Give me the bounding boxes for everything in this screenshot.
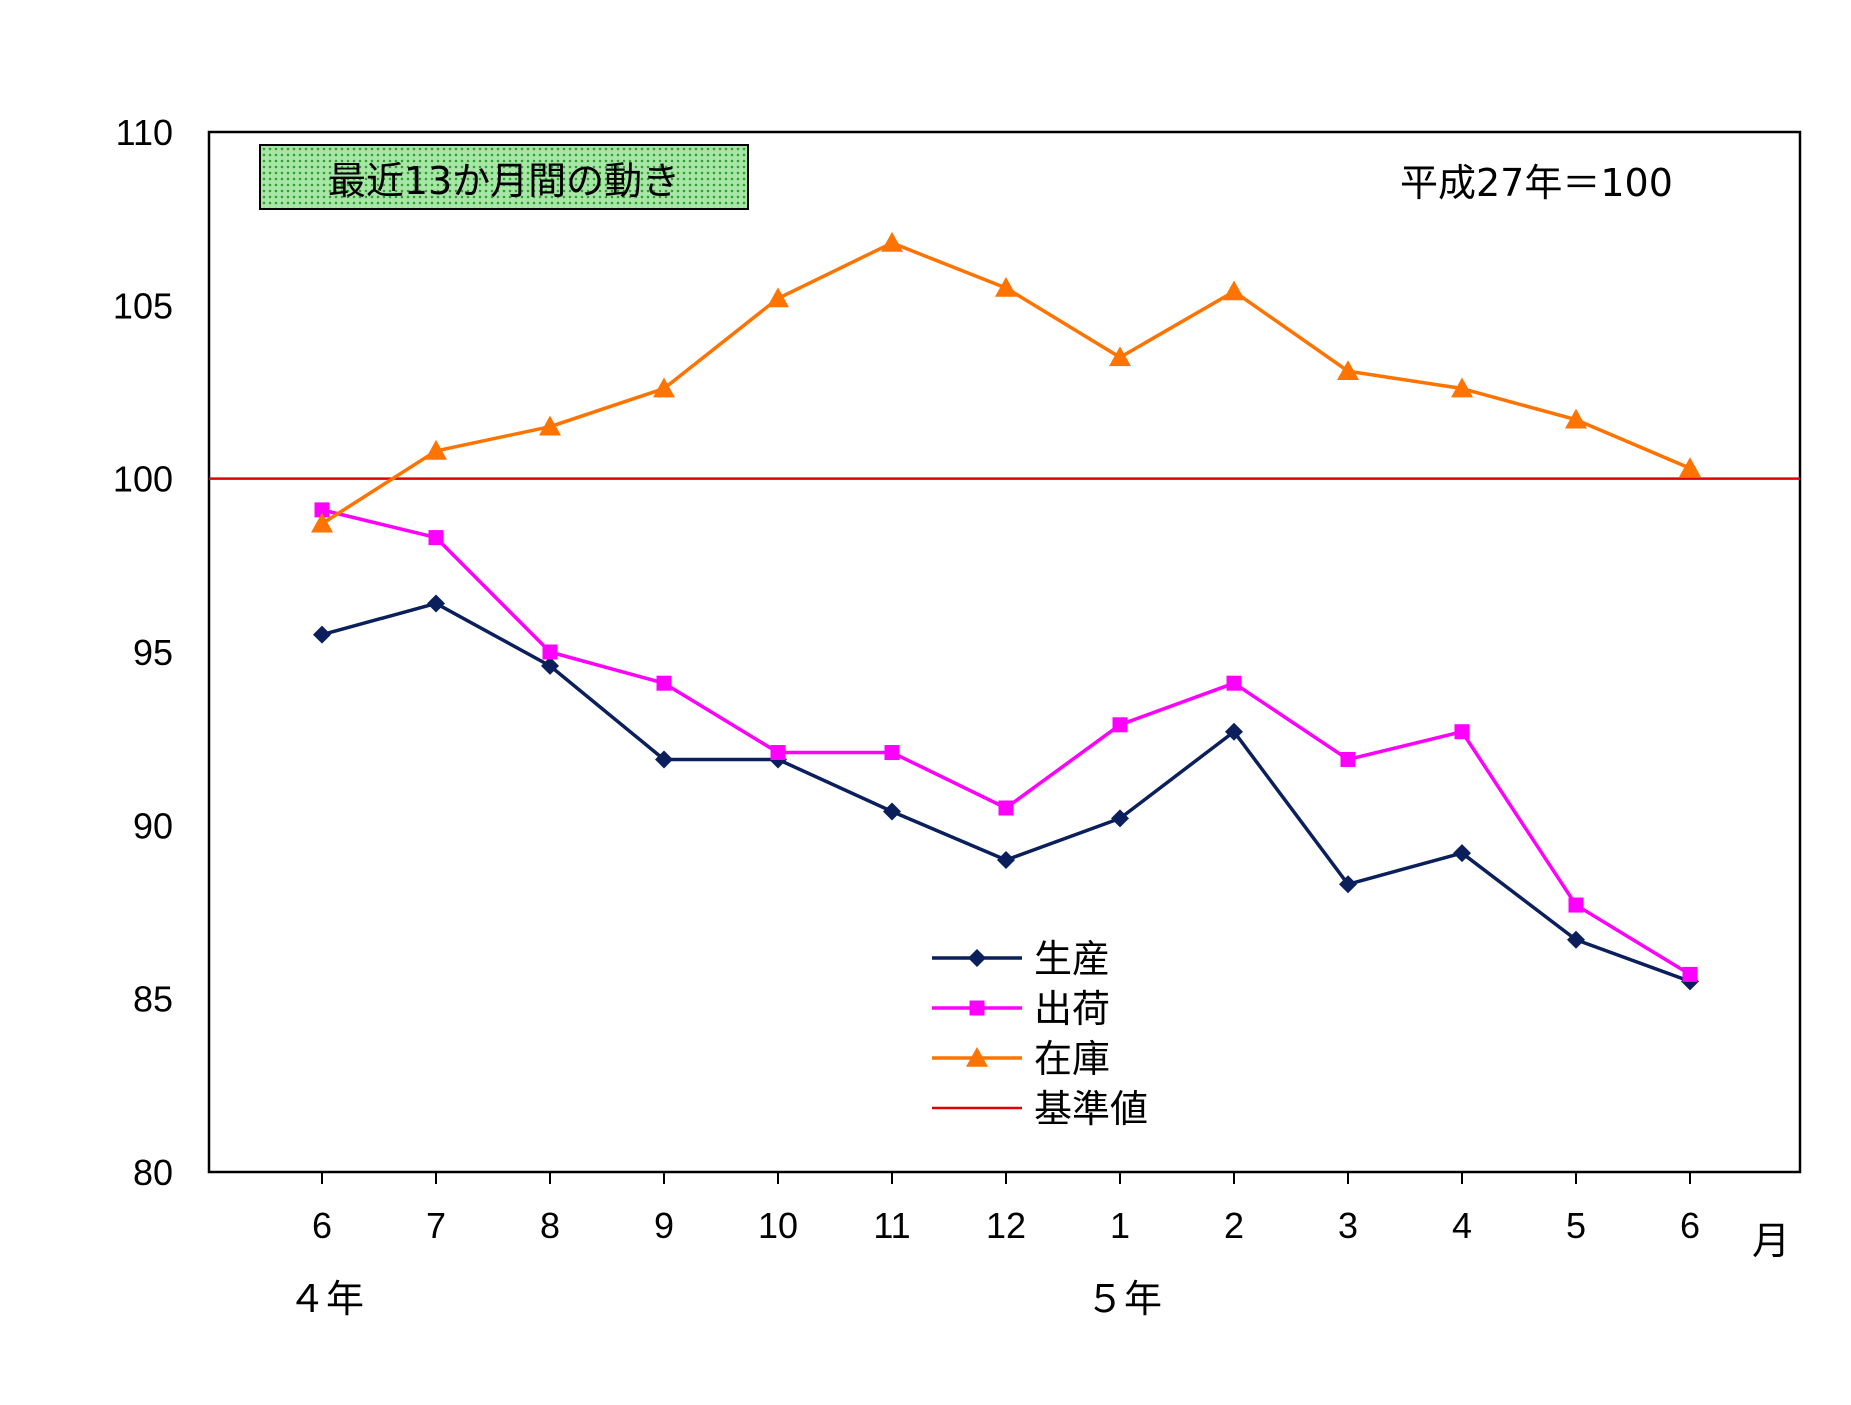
y-tick-label: 110: [116, 112, 173, 153]
y-tick-label: 95: [133, 632, 173, 673]
data-point-series-2: [1682, 966, 1698, 982]
data-point-series-3: [311, 512, 333, 533]
data-point-series-3: [1679, 457, 1701, 478]
x-tick-label: 12: [986, 1205, 1026, 1246]
data-point-series-1: [997, 851, 1015, 869]
data-point-series-2: [428, 530, 444, 546]
data-point-series-1: [1111, 809, 1129, 828]
data-point-series-3: [539, 415, 561, 436]
data-point-series-2: [656, 675, 672, 691]
x-tick-label: 5: [1566, 1205, 1586, 1246]
data-point-series-3: [1565, 408, 1587, 429]
x-tick-label: 7: [426, 1205, 446, 1246]
data-point-series-1: [1339, 875, 1357, 894]
y-tick-label: 100: [113, 459, 173, 500]
legend-marker: [966, 1047, 988, 1067]
data-point-series-3: [995, 277, 1017, 297]
legend-label: 出荷: [1034, 987, 1110, 1031]
chart-title-box: 最近13か月間の動き: [259, 144, 749, 210]
x-tick-label: 4: [1452, 1205, 1472, 1246]
y-tick-label: 90: [133, 805, 173, 846]
data-point-series-1: [1453, 844, 1471, 863]
data-point-series-3: [1223, 280, 1245, 301]
data-point-series-1: [883, 802, 901, 821]
base-year-note: 平成27年＝100: [1400, 161, 1673, 205]
x-axis-unit: 月: [1752, 1219, 1791, 1263]
legend-label: 生産: [1034, 937, 1110, 981]
series-line-1: [321, 601, 1691, 983]
legend-marker: [968, 949, 986, 967]
x-tick-label: 10: [758, 1205, 798, 1246]
x-tick-label: 6: [312, 1205, 332, 1246]
data-point-series-2: [998, 800, 1014, 816]
series-line-2: [321, 508, 1691, 976]
x-tick-label: 3: [1338, 1205, 1358, 1246]
x-tick-label: 2: [1224, 1205, 1244, 1246]
y-tick-label: 105: [113, 285, 173, 326]
data-point-series-1: [1567, 930, 1585, 949]
data-point-series-2: [1226, 675, 1242, 691]
data-point-series-2: [884, 745, 900, 761]
data-point-series-3: [881, 231, 903, 252]
x-tick-label: 8: [540, 1205, 560, 1246]
data-point-series-2: [1340, 751, 1356, 767]
data-point-series-2: [542, 644, 558, 660]
data-point-series-3: [767, 287, 789, 308]
data-point-series-3: [1109, 346, 1131, 367]
data-point-series-2: [314, 502, 330, 518]
x-tick-label: 9: [654, 1205, 674, 1246]
data-point-series-2: [1454, 724, 1470, 740]
legend-label: 在庫: [1034, 1037, 1110, 1081]
data-point-series-1: [655, 750, 673, 769]
year-label-5: ５年: [1086, 1277, 1163, 1321]
data-point-series-3: [425, 439, 447, 460]
data-point-series-3: [653, 377, 675, 398]
data-point-series-1: [1225, 722, 1243, 741]
data-point-series-1: [541, 656, 559, 675]
legend-label: 基準値: [1034, 1087, 1148, 1131]
legend-marker: [969, 1000, 985, 1016]
y-tick-label: 85: [133, 979, 173, 1020]
x-tick-label: 11: [873, 1205, 910, 1246]
x-tick-label: 1: [1110, 1205, 1130, 1246]
y-tick-label: 80: [133, 1152, 173, 1193]
data-point-series-1: [313, 625, 331, 644]
data-point-series-1: [427, 594, 445, 613]
data-point-series-2: [1568, 897, 1584, 913]
x-tick-label: 6: [1680, 1205, 1700, 1246]
data-point-series-2: [1112, 717, 1128, 733]
year-label-4: ４年: [288, 1277, 365, 1321]
data-point-series-3: [1337, 360, 1359, 380]
chart-title: 最近13か月間の動き: [327, 158, 681, 203]
data-point-series-3: [1451, 377, 1473, 398]
plot-area-frame: [207, 130, 1802, 1174]
data-point-series-2: [770, 745, 786, 761]
